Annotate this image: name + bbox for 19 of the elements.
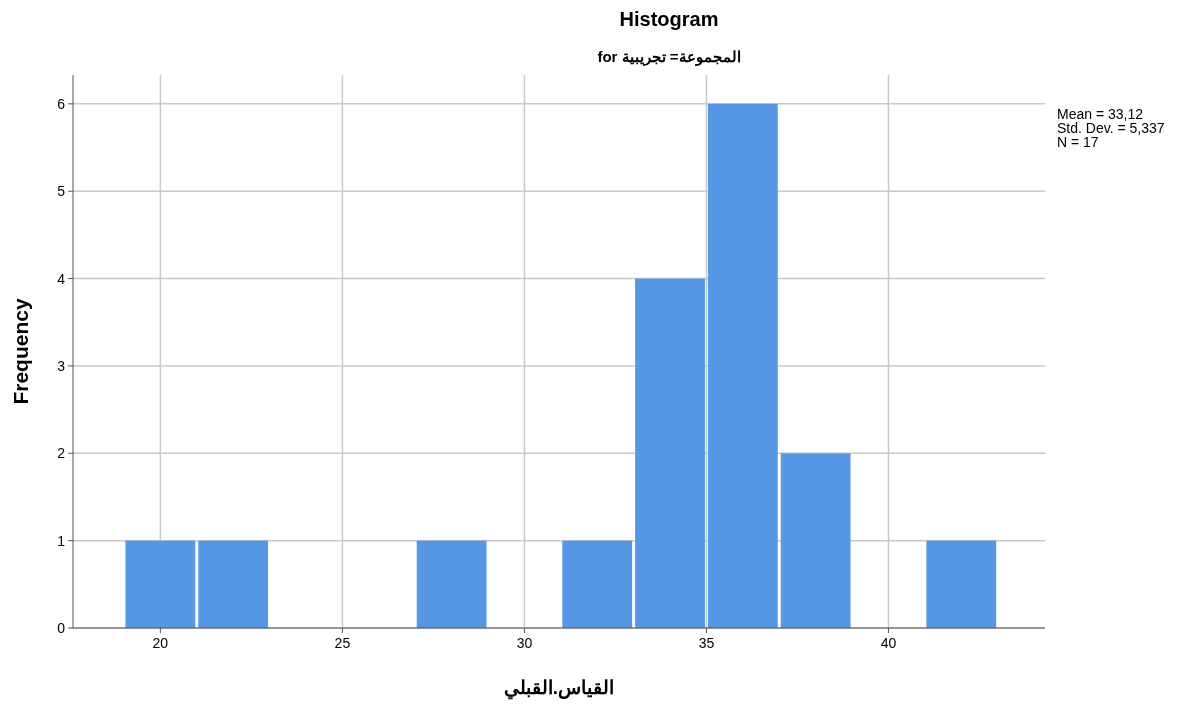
x-tick-label: 25 [334,635,351,651]
y-tick-label: 3 [57,357,66,374]
x-tick-label: 30 [516,635,533,651]
chart-title: Histogram [619,8,719,30]
text: Std. Dev. = 5,337 [1057,120,1165,136]
y-tick-label: 1 [57,532,66,549]
y-tick-label: 2 [57,445,66,462]
text: Mean = 33,12 [1057,106,1144,122]
y-tick-label: 0 [57,620,66,636]
y-tick-label: 4 [57,270,66,287]
chart-subtitle: for المجموعة= تجريبية [597,48,741,66]
y-tick-label: 5 [57,183,66,200]
x-tick-label: 20 [152,635,169,651]
y-tick-label: 6 [57,95,66,112]
x-tick-label: 40 [880,635,897,651]
x-axis-title: القياس.القبلي [503,677,615,700]
text: N = 17 [1057,134,1099,150]
x-tick-label: 35 [698,635,715,651]
y-axis-title: Frequency [9,298,32,405]
